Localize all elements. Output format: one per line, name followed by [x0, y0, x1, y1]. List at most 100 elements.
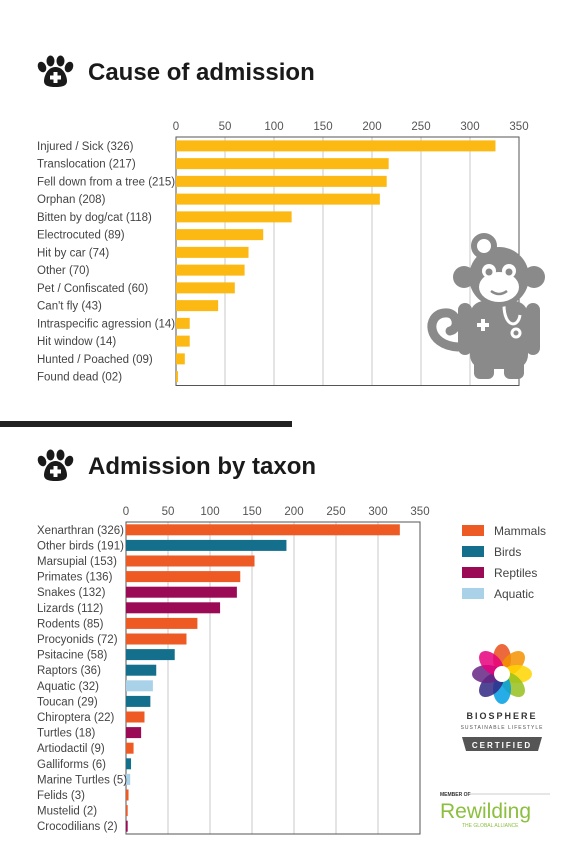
bar [176, 353, 185, 365]
legend-label: Birds [494, 545, 521, 559]
bar [176, 300, 219, 312]
tick-label: 50 [219, 121, 232, 133]
bar [176, 158, 389, 170]
paw-icon [37, 449, 74, 481]
paw-toe [37, 61, 47, 73]
member-of: MEMBER OF [440, 792, 471, 798]
category-label: Raptors (36) [37, 665, 101, 677]
bar [176, 211, 292, 223]
mouth [490, 289, 508, 296]
bar [126, 571, 241, 583]
tick-label: 300 [460, 121, 479, 133]
bar [126, 602, 221, 614]
bar [126, 680, 153, 692]
bar [126, 664, 157, 676]
tail [427, 308, 463, 352]
tick-label: 50 [162, 506, 175, 518]
category-label: Orphan (208) [37, 194, 106, 206]
bar [176, 335, 190, 347]
category-label: Pet / Confiscated (60) [37, 283, 148, 295]
ear [453, 266, 475, 288]
stethoscope [502, 304, 522, 326]
category-label: Can't fly (43) [37, 301, 102, 313]
legend-label: Reptiles [494, 566, 537, 580]
category-label: Bitten by dog/cat (118) [37, 212, 152, 224]
chart-title: Admission by taxon [88, 453, 316, 480]
category-label: Translocation (217) [37, 159, 136, 171]
category-label: Other (70) [37, 265, 90, 277]
category-label: Procyonids (72) [37, 634, 118, 646]
bar [126, 820, 128, 832]
bar [126, 711, 145, 723]
bar [126, 555, 255, 567]
tick-label: 300 [368, 506, 387, 518]
category-label: Aquatic (32) [37, 681, 99, 693]
bar [126, 805, 128, 817]
bar [126, 633, 187, 645]
tick-label: 200 [362, 121, 381, 133]
paw-toe [46, 449, 55, 461]
bar [126, 789, 129, 801]
leg [504, 355, 524, 379]
bar [176, 229, 264, 241]
paw-toe [56, 449, 65, 461]
bar [126, 649, 175, 661]
category-label: Galliforms (6) [37, 759, 106, 771]
legend-swatch [462, 588, 484, 599]
category-label: Intraspecific agression (14) [37, 318, 175, 330]
bar [126, 586, 237, 598]
chart-1: Admission by taxon 0 50 100 150 200 250 300 350 X… [37, 453, 430, 835]
bar [176, 193, 380, 205]
tick-label: 150 [242, 506, 261, 518]
legend-swatch [462, 567, 484, 578]
paw-toe [64, 455, 74, 467]
tick-label: 0 [123, 506, 129, 518]
bar [176, 282, 235, 294]
category-label: Artiodactil (9) [37, 743, 105, 755]
category-label: Crocodilians (2) [37, 821, 118, 833]
bar [176, 264, 245, 276]
chart-0: Cause of admission 0 50 100 150 200 250 300 350 I… [37, 59, 529, 386]
legend-swatch [462, 525, 484, 536]
bar [176, 175, 387, 187]
category-label: Felids (3) [37, 790, 85, 802]
head-mirror [471, 233, 497, 259]
bar [126, 727, 142, 739]
tick-label: 350 [509, 121, 528, 133]
arm [458, 303, 472, 355]
certified-badge [462, 737, 542, 751]
category-label: Hit by car (74) [37, 247, 109, 259]
bar [126, 758, 132, 770]
paw-icon [37, 55, 74, 87]
tick-label: 350 [410, 506, 429, 518]
bar [176, 140, 496, 152]
bar [126, 524, 400, 536]
chart-title: Cause of admission [88, 59, 315, 86]
category-label: Hit window (14) [37, 336, 116, 348]
category-label: Electrocuted (89) [37, 230, 125, 242]
tick-label: 200 [284, 506, 303, 518]
muzzle [479, 272, 519, 302]
category-label: Marsupial (153) [37, 556, 117, 568]
category-label: Fell down from a tree (215) [37, 176, 175, 188]
category-label: Turtles (18) [37, 728, 96, 740]
paw-toe [46, 55, 55, 67]
plot-frame [125, 521, 421, 835]
bar [126, 742, 134, 754]
pupil [485, 268, 493, 276]
rewilding-sub: THE GLOBAL ALLIANCE [462, 823, 519, 829]
bar [126, 773, 131, 785]
body [470, 301, 528, 369]
cross-mark [50, 469, 61, 474]
biosphere-flower-logo: BIOSPHERE SUSTAINABLE LIFESTYLE CERTIFIED [461, 644, 542, 751]
paw-toe [56, 55, 65, 67]
category-label: Primates (136) [37, 572, 113, 584]
monkey-doctor-icon [427, 233, 545, 379]
biosphere-name: BIOSPHERE [466, 711, 537, 721]
arm [526, 303, 540, 355]
ear [523, 266, 545, 288]
tick-label: 250 [411, 121, 430, 133]
legend-label: Mammals [494, 524, 546, 538]
